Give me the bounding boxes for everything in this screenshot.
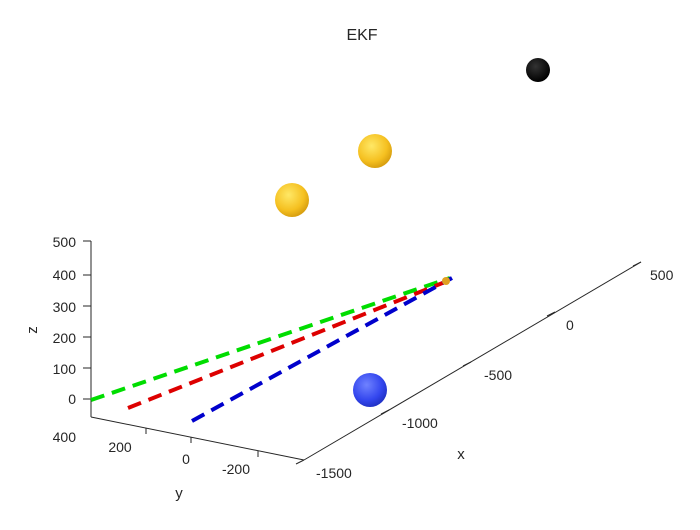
x-tick-label: -500: [484, 367, 512, 383]
z-tick-label: 0: [68, 391, 76, 407]
z-axis-label: z: [24, 326, 41, 334]
tick-mark: [380, 409, 390, 415]
z-tick-label: 400: [53, 267, 77, 283]
axes: [90, 241, 642, 461]
y-tick-label: 0: [182, 451, 190, 467]
x-tick-label-top: 500: [650, 267, 674, 283]
z-tick-label: 100: [53, 361, 77, 377]
series-layer: [90, 276, 453, 423]
chart-title: EKF: [346, 27, 377, 44]
x-axis-label: x: [457, 446, 465, 463]
y-tick-labels: 200 0 -200: [108, 439, 250, 477]
marker-sphere: [358, 134, 392, 168]
x-tick-label: -1500: [316, 465, 352, 481]
marker-layer: [275, 58, 550, 407]
tick-marks: [83, 240, 642, 465]
z-tick-label: 200: [53, 330, 77, 346]
x-tick-labels: 500 0 -500 -1000 -1500: [316, 267, 674, 481]
tick-mark: [295, 459, 305, 465]
tick-mark: [632, 261, 642, 267]
marker-sphere: [353, 373, 387, 407]
x-axis-line: [303, 261, 642, 461]
y-axis-line: [90, 416, 305, 461]
y-tick-label: 200: [108, 439, 132, 455]
tick-mark: [546, 311, 556, 317]
series-convergence-point: [442, 277, 450, 285]
series-line: [90, 276, 451, 402]
z-tick-label-bottom: 400: [53, 429, 77, 445]
y-tick-label: -200: [222, 461, 250, 477]
z-tick-labels: 500 400 300 200 100 0 400: [53, 234, 77, 445]
series-line: [127, 278, 451, 410]
z-tick-label: 500: [53, 234, 77, 250]
marker-sphere: [275, 183, 309, 217]
y-axis-label: y: [175, 485, 183, 502]
x-tick-label: -1000: [402, 415, 438, 431]
x-tick-label: 0: [566, 317, 574, 333]
series-line: [191, 276, 453, 423]
z-tick-label: 300: [53, 299, 77, 315]
tick-mark: [462, 361, 472, 367]
marker-sphere: [526, 58, 550, 82]
